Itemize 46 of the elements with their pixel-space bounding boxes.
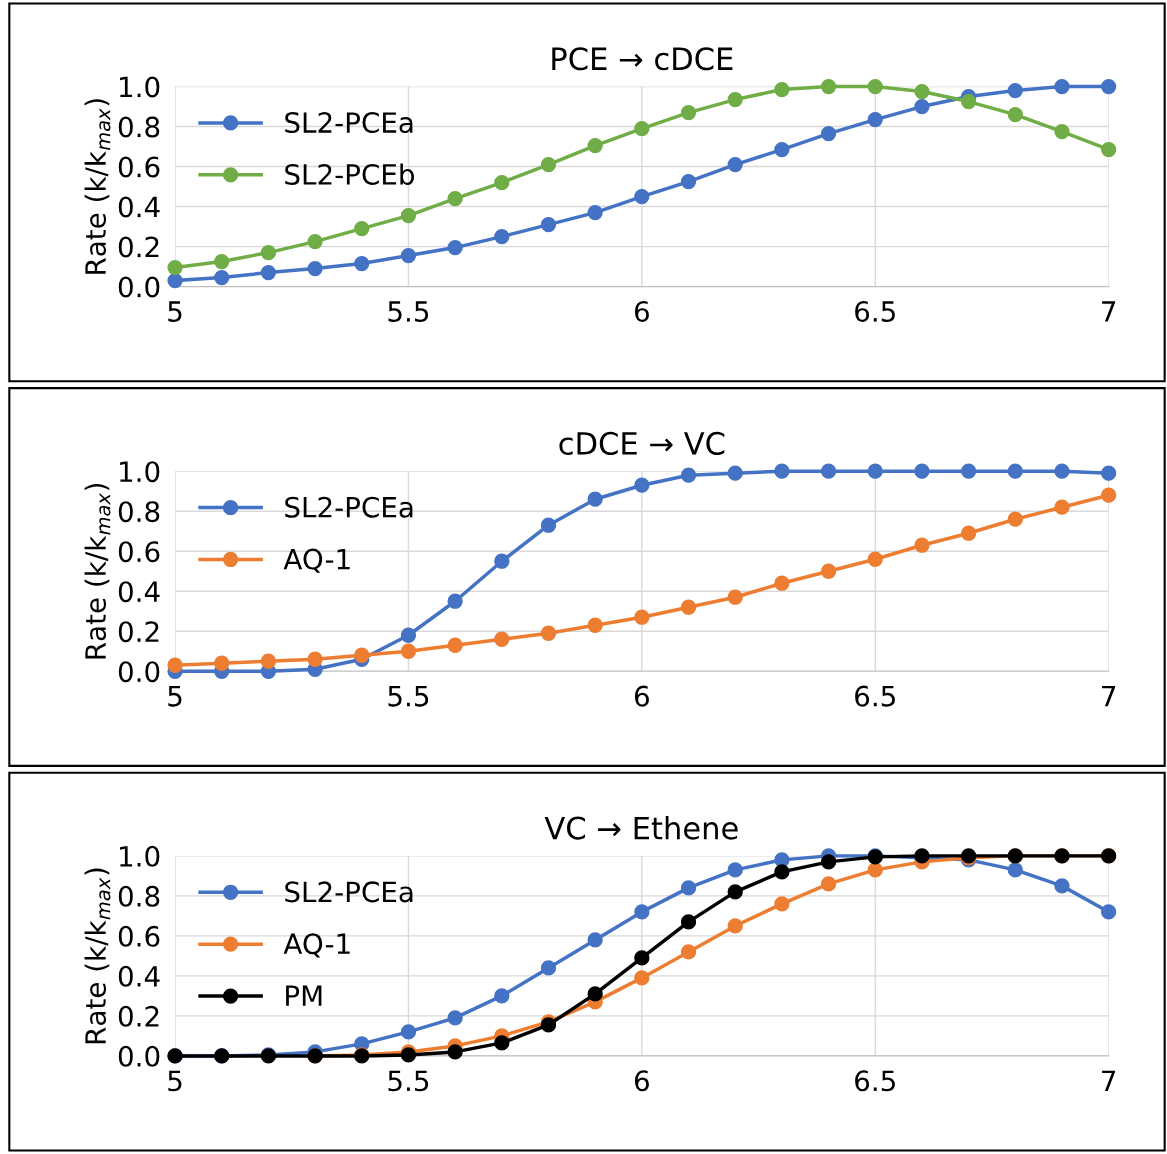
legend-label: PM [286,985,322,1006]
x-tick-label: 7 [1102,685,1116,707]
chart-title: VC → Ethene [544,816,738,840]
y-tick-label: 0.2 [118,1005,159,1027]
x-tick-label: 5.5 [388,685,429,707]
legend-label: SL2-PCEb [285,163,414,185]
y-tick-label: 0.6 [118,541,160,563]
chart-title: cDCE → VC [559,431,725,455]
x-tick-label: 5 [168,1070,182,1092]
y-tick-label: 0.8 [118,501,160,523]
y-tick-label: 0.0 [118,661,160,683]
y-tick-label: 1.0 [120,461,160,483]
legend-label: SL2-PCEa [285,496,413,518]
y-tick-label: 0.0 [118,1045,160,1067]
x-tick-label: 6.5 [855,685,895,707]
x-tick-label: 6.5 [855,1070,895,1092]
y-axis-title: Rate (k/k$_{max}$) [84,483,111,659]
legend-label: SL2-PCEa [285,112,413,134]
y-tick-label: 0.8 [118,885,160,907]
y-tick-label: 1.0 [120,76,160,98]
y-tick-label: 0.0 [118,276,160,298]
x-tick-label: 6 [634,1070,649,1092]
x-tick-label: 6 [634,300,649,322]
legend-label: AQ-1 [283,933,350,958]
x-tick-label: 6 [634,685,649,707]
y-tick-label: 0.4 [118,196,160,218]
x-tick-label: 5.5 [388,1070,429,1092]
x-tick-label: 5 [168,685,182,707]
y-tick-label: 0.2 [118,236,159,258]
x-tick-label: 7 [1102,301,1116,322]
x-tick-label: 7 [1102,1070,1116,1091]
x-tick-label: 5.5 [388,301,429,322]
y-tick-label: 0.2 [118,621,159,643]
y-axis-title: Rate (k/k$_{max}$) [84,99,111,274]
y-tick-label: 0.6 [118,156,160,178]
y-tick-label: 1.0 [120,845,160,867]
y-axis-title: Rate (k/k$_{max}$) [84,868,111,1044]
y-tick-label: 0.8 [118,116,160,138]
x-tick-label: 5 [168,301,182,322]
y-tick-label: 0.6 [118,925,160,947]
y-tick-label: 0.4 [118,965,160,987]
legend-label: AQ-1 [283,548,350,573]
y-tick-label: 0.4 [118,581,160,603]
legend-label: SL2-PCEa [285,881,413,903]
chart-title: PCE → cDCE [552,47,733,71]
x-tick-label: 6.5 [855,300,895,322]
